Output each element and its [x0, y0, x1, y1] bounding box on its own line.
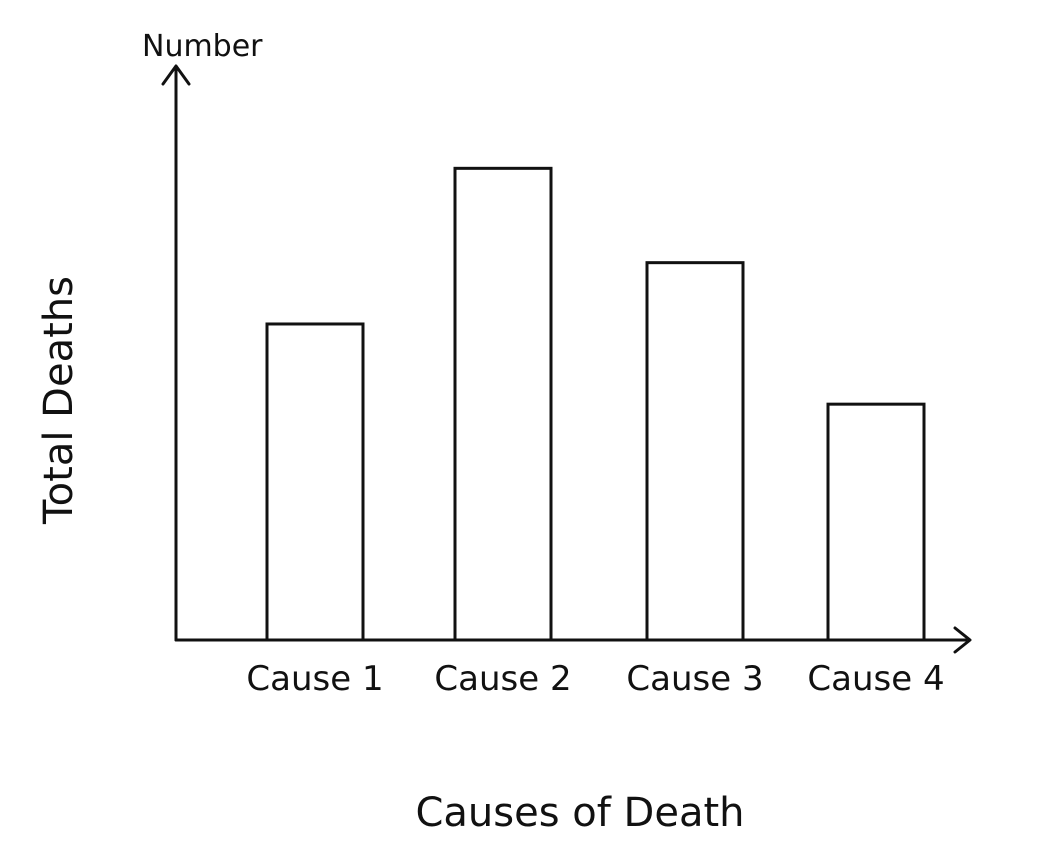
x-tick-label-3: Cause 3 — [626, 659, 763, 699]
bars-group — [265, 166, 926, 642]
bar-3 — [645, 261, 745, 642]
x-tick-labels: Cause 1 Cause 2 Cause 3 Cause 4 — [246, 659, 944, 699]
bar-2 — [453, 166, 553, 642]
bar-4 — [826, 402, 926, 642]
x-tick-label-2: Cause 2 — [434, 659, 571, 699]
y-axis-arrowhead — [161, 64, 191, 86]
y-axis-unit-label: Number — [142, 29, 263, 64]
y-axis-label: Total Deaths — [36, 276, 82, 525]
x-tick-label-1: Cause 1 — [246, 659, 383, 699]
x-tick-label-4: Cause 4 — [807, 659, 944, 699]
x-axis-label: Causes of Death — [415, 790, 744, 836]
bar-1 — [265, 322, 365, 642]
x-axis-arrowhead — [953, 626, 972, 654]
